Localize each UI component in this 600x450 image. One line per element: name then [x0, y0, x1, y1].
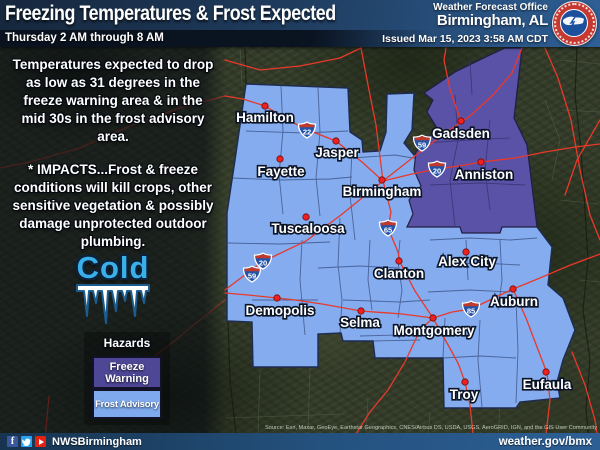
twitter-icon — [21, 436, 32, 447]
website-link: weather.gov/bmx — [498, 435, 592, 448]
city-label: Selma — [340, 315, 380, 330]
youtube-icon — [35, 436, 46, 447]
city-marker-alex-city: Alex City — [437, 248, 498, 271]
city-marker-hamilton: Hamilton — [235, 102, 295, 127]
map-attribution: Source: Esri, Maxar, GeoEye, Earthstar G… — [265, 425, 597, 431]
interstate-shield-65: 65 — [378, 219, 398, 237]
office-block: Weather Forecast Office Birmingham, AL — [433, 2, 548, 29]
city-markers: Hamilton Jasper Fayette Birmingham Gadsden An… — [235, 102, 573, 404]
warning-county-lines — [423, 59, 526, 228]
legend-freeze-warning: Freeze Warning — [92, 356, 162, 389]
svg-text:20: 20 — [259, 258, 267, 267]
city-marker-birmingham: Birmingham — [341, 176, 423, 201]
forecast-text-panel: Temperatures expected to drop as low as … — [12, 56, 214, 324]
svg-text:22: 22 — [303, 127, 311, 136]
city-marker-clanton: Clanton — [372, 257, 426, 283]
valid-time-subtitle: Thursday 2 AM through 8 AM — [5, 32, 164, 44]
interstate-shield-22: 22 — [297, 121, 317, 139]
city-marker-auburn: Auburn — [488, 285, 540, 311]
hazards-legend: Hazards Freeze Warning Frost Advisory — [84, 332, 170, 425]
interstate-shield-85: 85 — [461, 300, 481, 318]
city-label: Montgomery — [394, 323, 475, 338]
city-label: Troy — [450, 387, 479, 402]
city-marker-montgomery: Montgomery — [392, 314, 477, 340]
city-marker-selma: Selma — [339, 307, 382, 332]
office-name: Weather Forecast Office — [433, 2, 548, 13]
cold-label: Cold — [76, 250, 150, 285]
city-label: Clanton — [374, 266, 424, 281]
city-label: Gadsden — [432, 126, 490, 141]
city-label: Hamilton — [236, 110, 294, 125]
interstate-shield-20: 20 — [427, 160, 447, 178]
nws-logo-ring — [554, 3, 595, 44]
subtitle-band — [0, 30, 600, 47]
legend-title: Hazards — [103, 336, 151, 350]
city-label: Anniston — [455, 167, 514, 182]
interstate-shield-59: 59 — [412, 134, 432, 152]
city-label: Fayette — [257, 164, 305, 179]
legend-frost-advisory: Frost Advisory — [92, 389, 162, 419]
city-marker-fayette: Fayette — [256, 155, 307, 181]
interstate-shield-20: 20 — [253, 252, 273, 270]
city-label: Jasper — [315, 145, 359, 160]
cold-graphic: Cold — [12, 252, 214, 324]
icicles-icon — [76, 284, 150, 324]
svg-text:85: 85 — [467, 306, 475, 315]
social-handle: NWSBirmingham — [52, 435, 142, 448]
interstate-shield-59: 59 — [242, 265, 262, 283]
city-marker-anniston: Anniston — [453, 158, 515, 184]
city-marker-gadsden: Gadsden — [431, 117, 491, 143]
advisory-county-lines — [227, 85, 538, 408]
city-marker-eufaula: Eufaula — [521, 368, 573, 394]
issued-timestamp: Issued Mar 15, 2023 3:58 AM CDT — [382, 33, 548, 45]
impacts-text: * IMPACTS...Frost & freeze conditions wi… — [12, 162, 214, 249]
city-marker-tuscaloosa: Tuscaloosa — [270, 213, 347, 238]
facebook-icon: f — [7, 436, 18, 447]
city-label: Auburn — [490, 294, 538, 309]
city-label: Eufaula — [523, 377, 572, 392]
nws-logo-globe — [560, 9, 588, 37]
page-title: Freezing Temperatures & Frost Expected — [5, 2, 336, 25]
city-label: Birmingham — [343, 184, 422, 199]
city-label: Demopolis — [245, 303, 314, 318]
background-county-lines — [224, 47, 600, 441]
office-location: Birmingham, AL — [436, 12, 548, 29]
city-marker-jasper: Jasper — [314, 137, 361, 162]
nws-logo-icon — [552, 1, 597, 46]
city-label: Alex City — [438, 254, 496, 269]
svg-text:20: 20 — [433, 166, 441, 175]
forecast-text: Temperatures expected to drop as low as … — [12, 57, 214, 144]
city-label: Tuscaloosa — [271, 221, 345, 236]
svg-text:65: 65 — [384, 225, 392, 234]
svg-text:59: 59 — [418, 140, 426, 149]
svg-text:59: 59 — [248, 271, 256, 280]
city-marker-demopolis: Demopolis — [244, 294, 316, 320]
footer-bar: f NWSBirmingham weather.gov/bmx — [0, 433, 600, 450]
header-bar: Freezing Temperatures & Frost Expected T… — [0, 0, 600, 47]
city-marker-troy: Troy — [448, 378, 480, 404]
